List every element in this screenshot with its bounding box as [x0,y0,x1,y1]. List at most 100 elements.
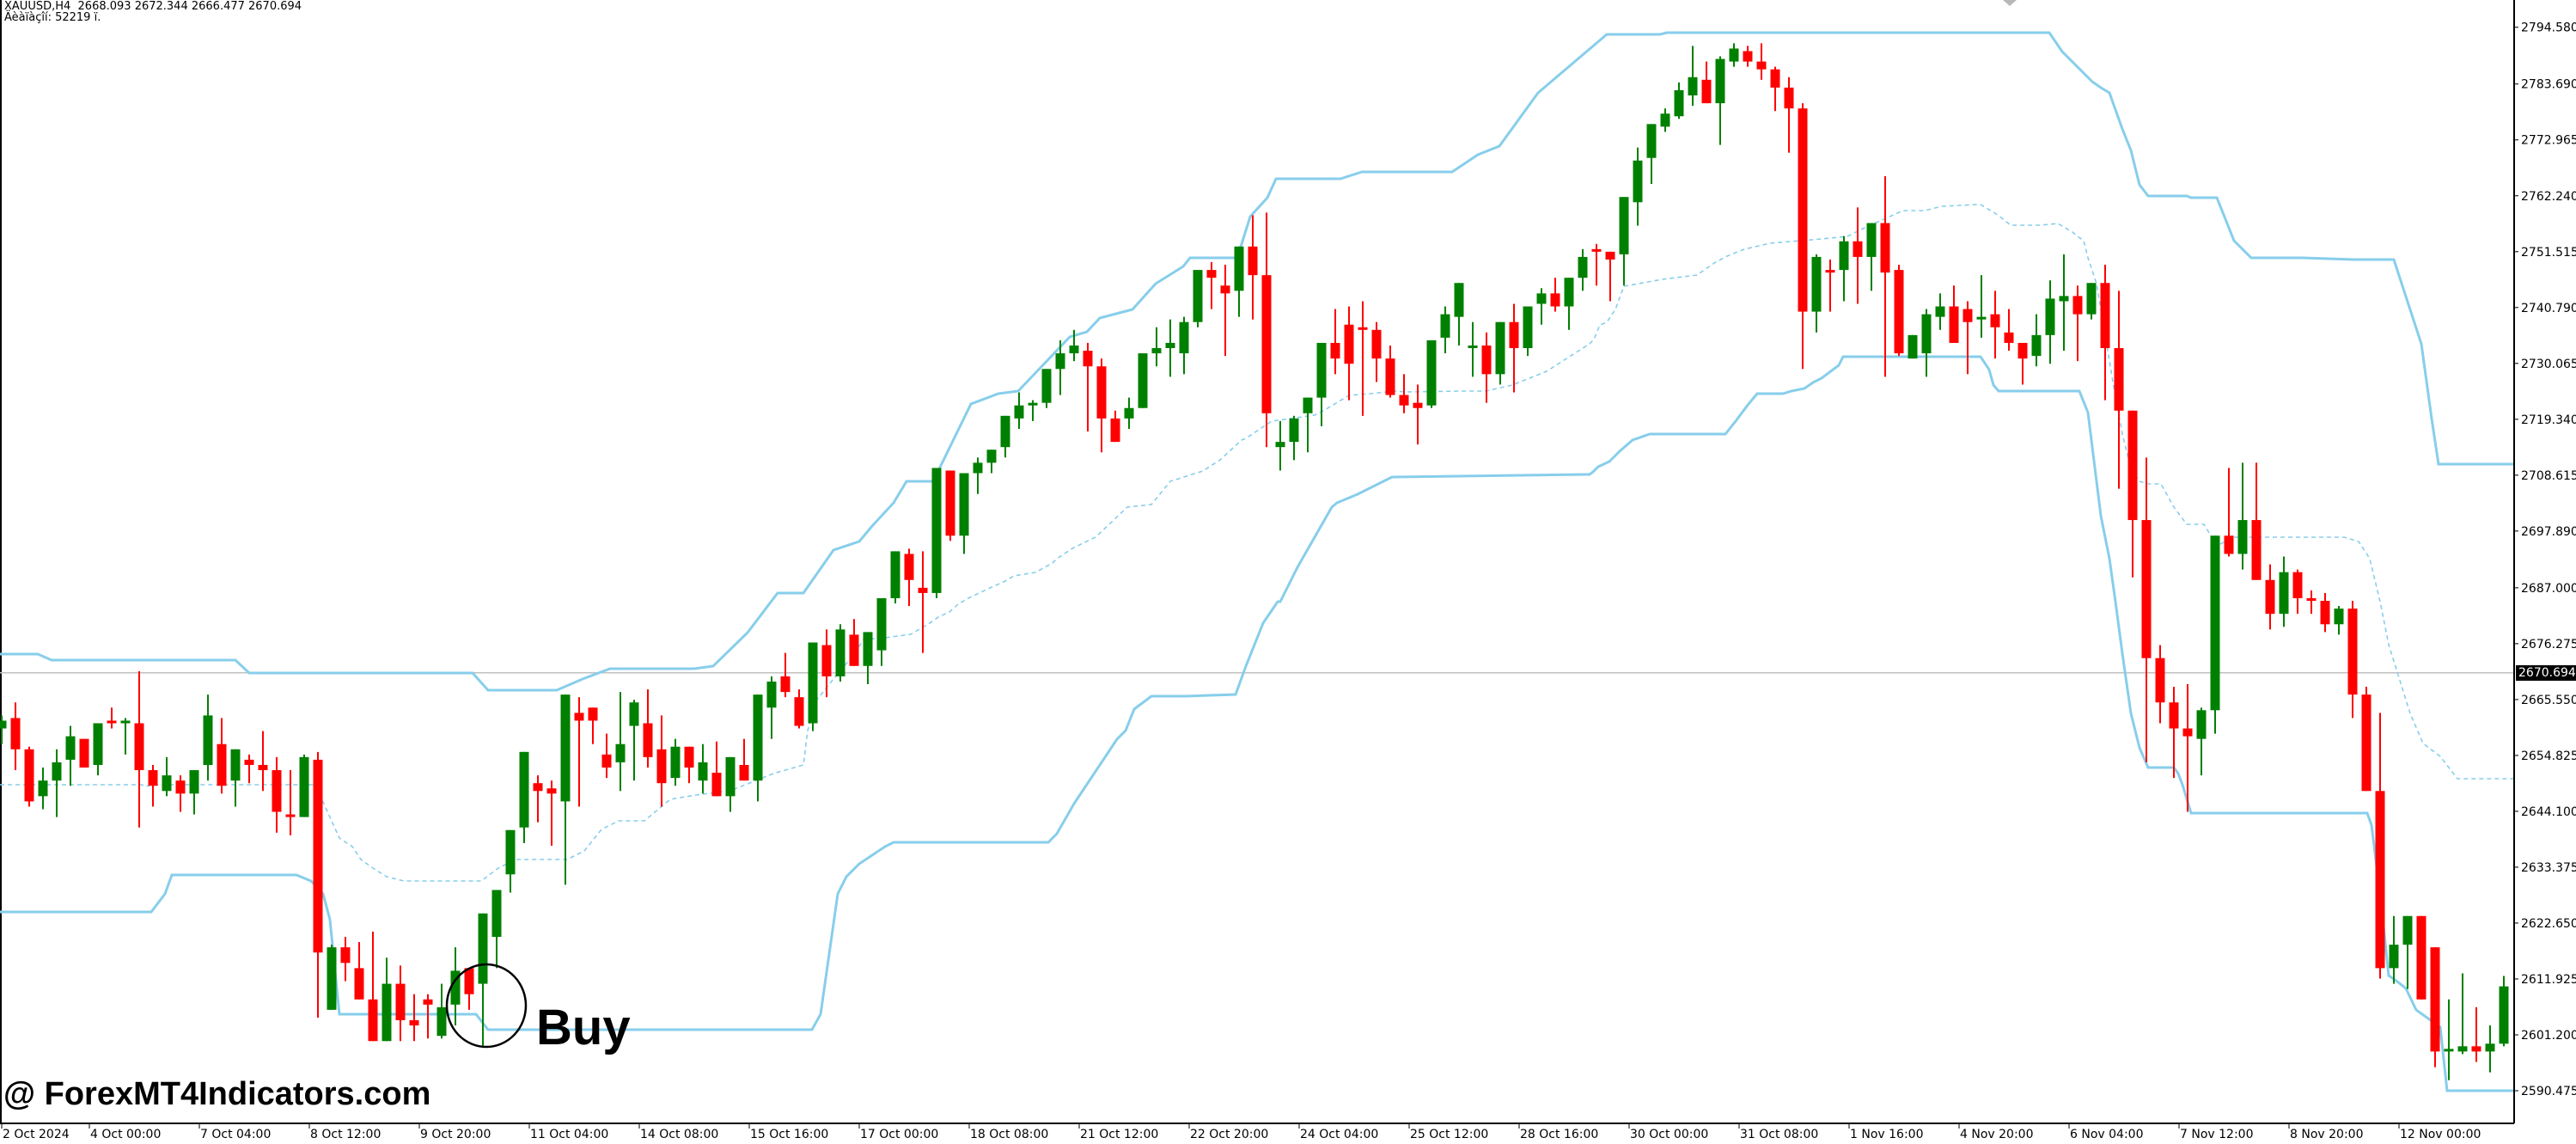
candle-body [1110,418,1120,443]
candle-body [753,694,763,781]
candle-body [1385,358,1395,395]
candle-body [1234,246,1244,291]
candle-body [1303,397,1313,413]
candle-body [1963,309,1973,322]
candle-body [1536,293,1547,304]
x-tick-label: 12 Nov 00:00 [2400,1128,2481,1141]
candle-body [725,756,736,797]
candle-body [1908,334,1918,359]
y-tick-label: 2719.340 [2521,413,2576,427]
candle-body [2045,298,2055,335]
candle-body [1289,418,1299,443]
candle-body [780,676,791,693]
chart-shift-marker-icon[interactable] [2003,0,2017,6]
candle-body [2430,947,2440,1052]
candle-body [1248,246,1258,276]
candle-body [643,723,653,757]
candle-body [849,634,859,666]
candle-body [2265,579,2275,615]
candle-body [1880,223,1890,273]
candle-body [478,913,488,984]
x-tick-label: 4 Oct 00:00 [90,1128,161,1141]
candle-body [1344,324,1354,364]
candle-body [1151,348,1162,354]
x-tick-label: 6 Nov 04:00 [2070,1128,2143,1141]
candle-body [1921,314,1932,354]
candle-body [93,723,103,765]
candle-body [588,707,598,721]
x-tick-label: 2 Oct 2024 [3,1128,70,1141]
candle-body [1976,316,1987,320]
x-tick-label: 21 Oct 12:00 [1080,1128,1158,1141]
candle-body [10,718,21,749]
candle-body [2292,572,2303,598]
candle-body [1206,270,1217,278]
candle-body [1165,342,1175,349]
candle-body [2086,283,2097,315]
candle-body [1495,321,1505,375]
candle-body [217,743,227,786]
candle-body [1399,395,1409,406]
candle-body [107,720,117,724]
y-tick-label: 2601.200 [2521,1029,2576,1043]
watermark: @ ForexMT4Indicators.com [3,1076,431,1112]
candle-body [368,999,378,1042]
candle-body [2237,520,2248,554]
candle-body [0,720,7,729]
candle-body [1853,241,1863,257]
candle-body [1743,51,1753,62]
candle-body [794,697,804,726]
candle-body [1454,283,1464,317]
y-tick-label: 2633.375 [2521,861,2576,875]
candle-body [2485,1043,2495,1052]
candle-body [2169,702,2179,729]
x-tick-label: 17 Oct 00:00 [860,1128,938,1141]
candle-body [450,970,461,1005]
candle-body [24,749,34,802]
candle-body [134,723,144,771]
candle-body [2114,348,2124,411]
candle-body [1371,329,1382,359]
candle-body [1220,285,1230,294]
x-tick-label: 24 Oct 04:00 [1300,1128,1378,1141]
candle-body [698,762,708,781]
candle-body [904,554,914,580]
candle-body [2334,609,2344,625]
candle-body [711,773,722,797]
y-tick-label: 2730.065 [2521,358,2576,371]
candle-body [821,645,832,676]
candle-body [2251,520,2262,580]
candle-body [1055,353,1065,370]
candle-body [1509,321,1519,349]
candle-body [1193,270,1203,322]
candle-body [1715,58,1725,104]
candle-body [1619,197,1629,254]
symbol-ohlc-header: XAUUSD,H4 2668.093 2672.344 2666.477 267… [4,0,302,13]
candle-body [1935,306,1945,317]
candle-body [1729,48,1739,62]
candle-body [1825,270,1835,273]
x-tick-label: 30 Oct 00:00 [1630,1128,1708,1141]
candle-body [175,780,186,794]
candle-body [2182,728,2193,737]
candle-body [1578,256,1588,278]
candle-body [1083,351,1093,367]
candle-body [2017,342,2028,359]
candle-body [1179,321,1189,354]
candle-body [2059,296,2069,302]
y-tick-label: 2697.890 [2521,525,2576,539]
candle-body [79,738,89,768]
candle-body [2196,710,2207,739]
y-tick-label: 2740.790 [2521,302,2576,315]
candle-body [1440,314,1450,338]
candle-body [2347,609,2358,695]
candle-body [162,775,172,792]
candle-body [244,759,254,765]
candle-body [766,681,777,708]
candle-body [423,999,433,1005]
candle-body [808,642,818,724]
candle-body [272,770,282,812]
candle-body [2100,283,2110,349]
